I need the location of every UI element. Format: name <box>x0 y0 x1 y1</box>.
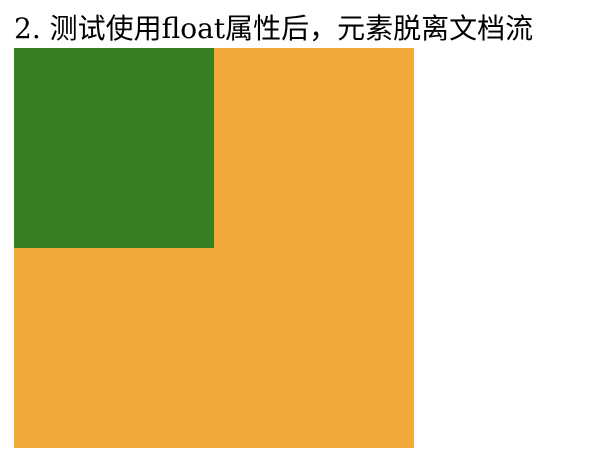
float-demo-area <box>14 48 414 448</box>
section-heading: 2. 测试使用float属性后，元素脱离文档流 <box>14 12 534 45</box>
floated-green-box <box>14 48 214 248</box>
page-content: 2. 测试使用float属性后，元素脱离文档流 <box>14 12 574 448</box>
